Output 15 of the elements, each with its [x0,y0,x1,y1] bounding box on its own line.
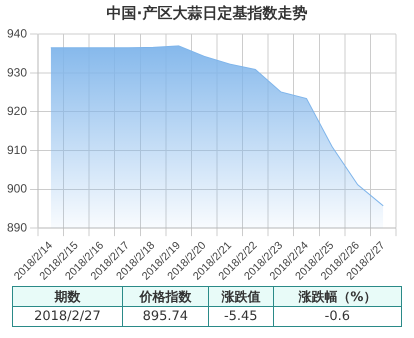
text: 涨跌幅（%） [273,286,402,306]
chart-title: 中国·产区大蒜日定基指数走势 [106,3,308,24]
y-tick-label: 900 [6,182,28,196]
y-tick-label: 890 [6,220,28,234]
y-tick-label: 940 [6,26,28,41]
text: -5.45 [208,306,274,326]
y-tick-label: 920 [6,104,28,118]
text: 2018/2/27 [12,306,122,326]
text: 895.74 [122,306,208,326]
text: -0.6 [273,306,402,326]
text: 涨跌值 [208,286,274,306]
y-tick-label: 930 [6,65,28,80]
text: 期数 [12,286,122,306]
text: 价格指数 [122,286,208,306]
y-tick-label: 910 [6,142,28,157]
